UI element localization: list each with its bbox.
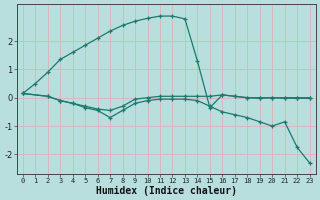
X-axis label: Humidex (Indice chaleur): Humidex (Indice chaleur)	[96, 186, 237, 196]
